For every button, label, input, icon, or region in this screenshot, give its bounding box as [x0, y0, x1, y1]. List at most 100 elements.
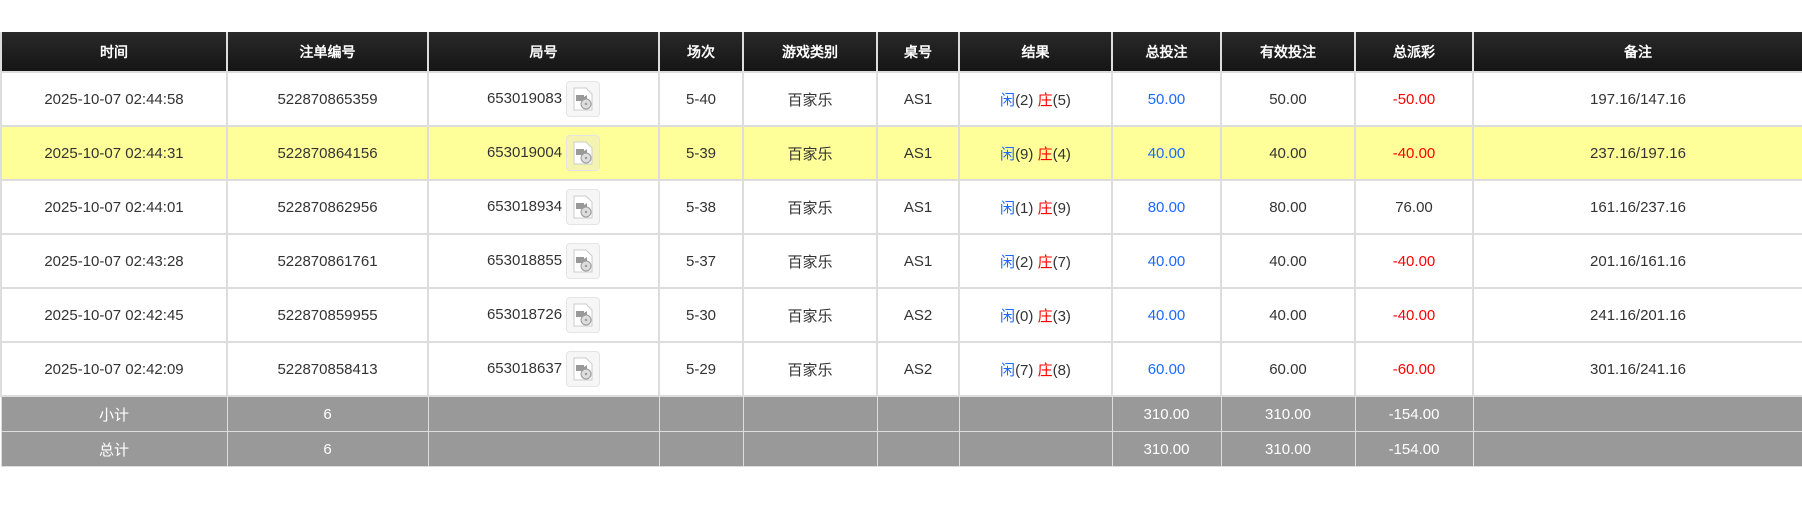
game-type-text: 百家乐: [787, 361, 833, 379]
table-row[interactable]: 2025-10-07 02:44:31 522870864156 653019004…: [0, 125, 1802, 181]
banker-label: 庄: [1037, 253, 1053, 271]
table-row[interactable]: 2025-10-07 02:42:09 522870858413 653018637…: [0, 341, 1802, 397]
player-score: (0): [1015, 307, 1034, 325]
total-bet-text: 60.00: [1147, 360, 1186, 378]
subtotal-payout: -154.00: [1354, 395, 1474, 432]
table-header: 时间 注单编号 局号 场次 游戏类别 桌号 结果 总投注 有效投注 总派彩 备注: [0, 32, 1802, 73]
grandtotal-payout: -154.00: [1354, 431, 1474, 467]
header-session: 场次: [658, 32, 744, 73]
cell-time: 2025-10-07 02:44:01: [0, 179, 228, 235]
empty-cell: [958, 431, 1113, 467]
banker-label: 庄: [1037, 199, 1053, 217]
grandtotal-total-bet: 310.00: [1111, 431, 1222, 467]
video-replay-icon[interactable]: [566, 243, 601, 279]
cell-game-type: 百家乐: [742, 233, 878, 289]
cell-round: 653018726: [427, 287, 660, 343]
empty-cell: [427, 431, 660, 467]
cell-round: 653018855: [427, 233, 660, 289]
cell-round: 653019004: [427, 125, 660, 181]
video-replay-icon[interactable]: [566, 297, 601, 333]
cell-total-payout: 76.00: [1354, 179, 1474, 235]
cell-total-bet: 40.00: [1111, 287, 1222, 343]
cell-valid-bet: 80.00: [1220, 179, 1356, 235]
cell-note: 301.16/241.16: [1472, 341, 1802, 397]
subtotal-count: 6: [226, 395, 429, 432]
time-text: 2025-10-07 02:43:28: [44, 252, 184, 270]
valid-bet-text: 40.00: [1269, 252, 1307, 270]
total-payout-text: -40.00: [1392, 144, 1436, 162]
total-bet-text: 80.00: [1147, 198, 1186, 216]
cell-round: 653018637: [427, 341, 660, 397]
note-text: 161.16/237.16: [1590, 198, 1686, 216]
valid-bet-text: 40.00: [1269, 144, 1307, 162]
round-text: 653018726: [486, 305, 563, 323]
empty-cell: [1472, 395, 1802, 432]
cell-total-bet: 40.00: [1111, 233, 1222, 289]
valid-bet-text: 60.00: [1269, 360, 1307, 378]
round-text: 653019004: [486, 143, 563, 161]
cell-round: 653018934: [427, 179, 660, 235]
cell-game-type: 百家乐: [742, 179, 878, 235]
cell-time: 2025-10-07 02:42:45: [0, 287, 228, 343]
header-note: 备注: [1472, 32, 1802, 73]
bet-id-text: 522870864156: [277, 144, 378, 162]
cell-result: 闲(0) 庄(3): [958, 287, 1113, 343]
game-type-text: 百家乐: [787, 91, 833, 109]
subtotal-valid-bet: 310.00: [1220, 395, 1356, 432]
empty-cell: [742, 395, 878, 432]
cell-total-bet: 60.00: [1111, 341, 1222, 397]
grandtotal-count: 6: [226, 431, 429, 467]
cell-bet-id: 522870858413: [226, 341, 429, 397]
cell-total-payout: -40.00: [1354, 125, 1474, 181]
round-text: 653019083: [486, 89, 563, 107]
table-row[interactable]: 2025-10-07 02:43:28 522870861761 653018855…: [0, 233, 1802, 289]
banker-label: 庄: [1037, 361, 1053, 379]
cell-valid-bet: 40.00: [1220, 287, 1356, 343]
session-text: 5-29: [685, 360, 717, 378]
time-text: 2025-10-07 02:42:09: [44, 360, 184, 378]
game-type-text: 百家乐: [787, 307, 833, 325]
table-row[interactable]: 2025-10-07 02:44:01 522870862956 653018934…: [0, 179, 1802, 235]
cell-valid-bet: 40.00: [1220, 233, 1356, 289]
video-replay-icon[interactable]: [566, 135, 601, 171]
header-result: 结果: [958, 32, 1113, 73]
empty-cell: [742, 431, 878, 467]
table-row[interactable]: 2025-10-07 02:42:45 522870859955 653018726…: [0, 287, 1802, 343]
note-text: 201.16/161.16: [1590, 252, 1686, 270]
session-text: 5-38: [685, 198, 717, 216]
cell-result: 闲(9) 庄(4): [958, 125, 1113, 181]
cell-bet-id: 522870862956: [226, 179, 429, 235]
game-type-text: 百家乐: [787, 199, 833, 217]
empty-cell: [427, 395, 660, 432]
table-no-text: AS2: [903, 360, 933, 378]
note-text: 237.16/197.16: [1590, 144, 1686, 162]
total-payout-text: -50.00: [1392, 90, 1436, 108]
valid-bet-text: 80.00: [1269, 198, 1307, 216]
subtotal-row: 小计 6 310.00 310.00 -154.00: [0, 395, 1802, 432]
header-round: 局号: [427, 32, 660, 73]
empty-cell: [658, 431, 744, 467]
player-label: 闲: [1000, 253, 1016, 271]
video-replay-icon[interactable]: [566, 351, 601, 387]
cell-session: 5-30: [658, 287, 744, 343]
player-score: (9): [1015, 145, 1034, 163]
banker-score: (4): [1052, 145, 1071, 163]
game-type-text: 百家乐: [787, 253, 833, 271]
round-text: 653018934: [486, 197, 563, 215]
cell-result: 闲(2) 庄(7): [958, 233, 1113, 289]
empty-cell: [876, 431, 960, 467]
cell-valid-bet: 60.00: [1220, 341, 1356, 397]
session-text: 5-40: [685, 90, 717, 108]
bet-id-text: 522870862956: [277, 198, 378, 216]
video-replay-icon[interactable]: [566, 81, 601, 117]
header-bet-id: 注单编号: [226, 32, 429, 73]
cell-result: 闲(1) 庄(9): [958, 179, 1113, 235]
banker-score: (5): [1052, 91, 1071, 109]
player-label: 闲: [1000, 199, 1016, 217]
total-payout-text: -40.00: [1392, 252, 1436, 270]
grandtotal-row: 总计 6 310.00 310.00 -154.00: [0, 431, 1802, 467]
table-row[interactable]: 2025-10-07 02:44:58 522870865359 653019083…: [0, 71, 1802, 127]
cell-game-type: 百家乐: [742, 71, 878, 127]
cell-total-payout: -60.00: [1354, 341, 1474, 397]
video-replay-icon[interactable]: [566, 189, 601, 225]
